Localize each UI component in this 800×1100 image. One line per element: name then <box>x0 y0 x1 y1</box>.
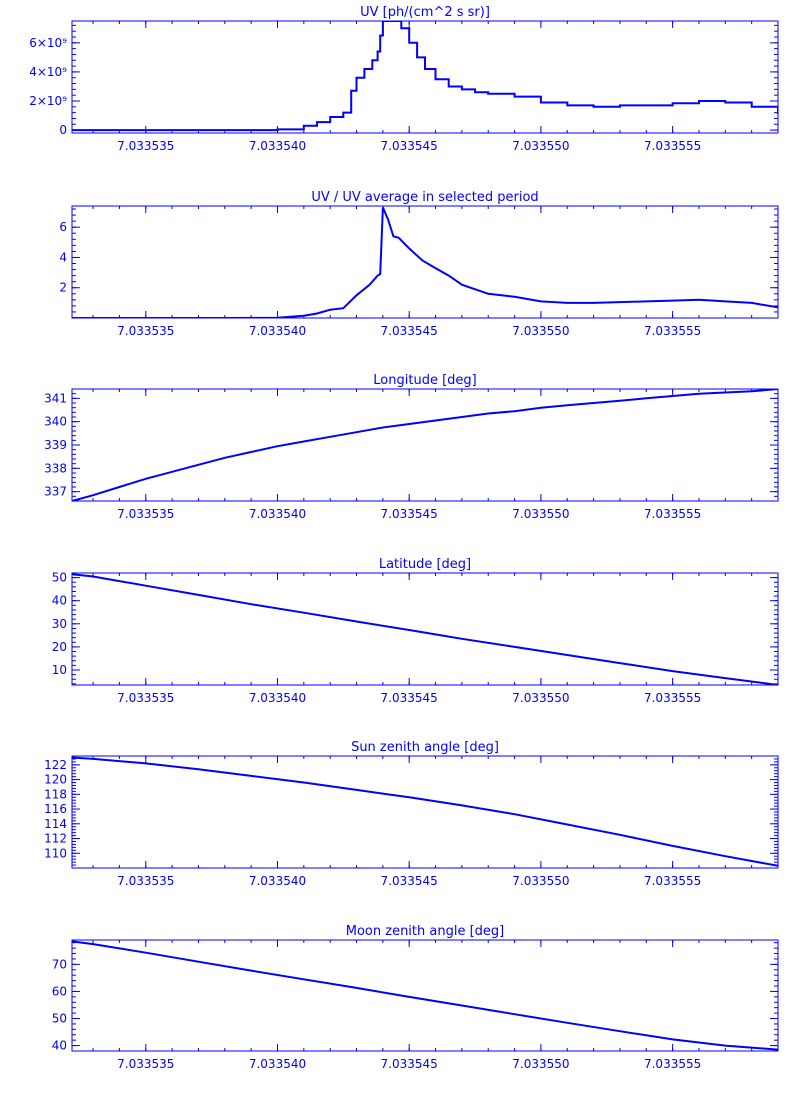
y-tick-label: 40 <box>52 1039 67 1053</box>
x-tick-label: 7.033545 <box>381 1057 438 1071</box>
y-tick-label: 118 <box>44 787 67 801</box>
series-line-1 <box>72 207 778 318</box>
series-line-1 <box>72 21 778 132</box>
x-tick-label: 7.033535 <box>117 1057 174 1071</box>
x-tick-label: 7.033535 <box>117 139 174 153</box>
chart-title: UV [ph/(cm^2 s sr)] <box>360 5 490 20</box>
chart-panel-6: Moon zenith angle [deg] 7.033535 7.033540 7… <box>52 924 779 1071</box>
y-tick-label: 114 <box>44 817 67 831</box>
chart-panel-1: UV [ph/(cm^2 s sr)] 7.033535 7.033540 7.033… <box>29 5 779 153</box>
x-tick-label: 7.033555 <box>644 874 701 888</box>
y-tick-label: 122 <box>44 758 67 772</box>
x-tick-label: 7.033545 <box>381 324 438 338</box>
series-line-1 <box>72 573 778 685</box>
y-tick-label: 30 <box>52 617 67 631</box>
x-tick-label: 7.033545 <box>381 507 438 521</box>
x-tick-label: 7.033540 <box>249 1057 306 1071</box>
x-tick-label: 7.033540 <box>249 324 306 338</box>
plot-frame <box>71 755 779 869</box>
x-tick-label: 7.033555 <box>644 691 701 705</box>
x-tick-label: 7.033535 <box>117 507 174 521</box>
y-tick-label: 0 <box>59 123 67 137</box>
y-tick-label: 4 <box>59 250 67 264</box>
x-tick-label: 7.033555 <box>644 507 701 521</box>
y-tick-label: 60 <box>52 984 67 998</box>
plot-frame <box>71 388 779 502</box>
y-tick-label: 2×10⁹ <box>29 94 67 108</box>
y-tick-label: 112 <box>44 832 67 846</box>
chart-title: Sun zenith angle [deg] <box>351 740 499 755</box>
plot-frame <box>71 939 779 1052</box>
y-tick-label: 337 <box>44 485 67 499</box>
y-tick-label: 2 <box>59 281 67 295</box>
x-tick-label: 7.033540 <box>249 691 306 705</box>
plot-frame <box>71 20 779 134</box>
y-tick-label: 339 <box>44 438 67 452</box>
x-tick-label: 7.033550 <box>512 874 569 888</box>
x-tick-label: 7.033550 <box>512 1057 569 1071</box>
x-tick-label: 7.033555 <box>644 139 701 153</box>
chart-title: Moon zenith angle [deg] <box>346 924 504 939</box>
series-line-1 <box>72 756 778 867</box>
series-line-1 <box>72 940 778 1051</box>
y-tick-label: 6×10⁹ <box>29 36 67 50</box>
y-tick-label: 338 <box>44 461 67 475</box>
x-tick-label: 7.033550 <box>512 324 569 338</box>
chart-panel-3: Longitude [deg] 7.033535 7.033540 7.033545 7… <box>44 373 779 521</box>
x-tick-label: 7.033535 <box>117 691 174 705</box>
y-tick-label: 116 <box>44 802 67 816</box>
chart-title: Longitude [deg] <box>373 373 476 388</box>
chart-title: UV / UV average in selected period <box>311 190 538 205</box>
y-tick-label: 6 <box>59 220 67 234</box>
y-tick-label: 50 <box>52 571 67 585</box>
y-tick-label: 70 <box>52 957 67 971</box>
x-tick-label: 7.033545 <box>381 139 438 153</box>
x-tick-label: 7.033545 <box>381 874 438 888</box>
plot-frame <box>71 205 779 319</box>
x-tick-label: 7.033545 <box>381 691 438 705</box>
x-tick-label: 7.033555 <box>644 1057 701 1071</box>
y-tick-label: 4×10⁹ <box>29 65 67 79</box>
x-tick-label: 7.033550 <box>512 139 569 153</box>
y-tick-label: 110 <box>44 846 67 860</box>
y-tick-label: 40 <box>52 594 67 608</box>
y-tick-label: 120 <box>44 773 67 787</box>
x-tick-label: 7.033540 <box>249 139 306 153</box>
x-tick-label: 7.033550 <box>512 507 569 521</box>
y-tick-label: 20 <box>52 640 67 654</box>
plot-frame <box>71 572 779 686</box>
chart-title: Latitude [deg] <box>379 557 471 572</box>
series-line-1 <box>72 389 778 501</box>
x-tick-label: 7.033550 <box>512 691 569 705</box>
chart-panel-2: UV / UV average in selected period 7.0335… <box>59 190 779 338</box>
x-tick-label: 7.033535 <box>117 874 174 888</box>
x-tick-label: 7.033540 <box>249 507 306 521</box>
y-tick-label: 340 <box>44 415 67 429</box>
x-tick-label: 7.033555 <box>644 324 701 338</box>
chart-panel-5: Sun zenith angle [deg] 7.033535 7.033540 7.… <box>44 740 779 888</box>
x-tick-label: 7.033535 <box>117 324 174 338</box>
y-tick-label: 341 <box>44 391 67 405</box>
y-tick-label: 50 <box>52 1012 67 1026</box>
x-tick-label: 7.033540 <box>249 874 306 888</box>
y-tick-label: 10 <box>52 663 67 677</box>
chart-panel-4: Latitude [deg] 7.033535 7.033540 7.033545 7.… <box>52 557 779 705</box>
